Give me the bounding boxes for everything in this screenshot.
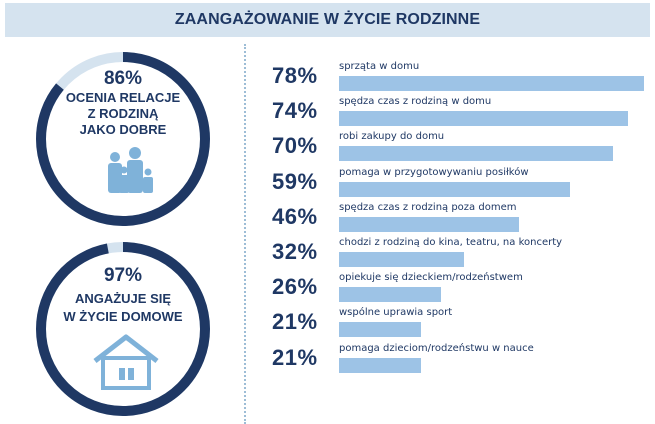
house-icon (93, 334, 159, 390)
stat-label-line: W ŻYCIE DOMOWE (63, 309, 183, 324)
bar (339, 181, 570, 197)
stat-household: 97% ANGAŻUJE SIĘ W ŻYCIE DOMOWE (53, 265, 193, 325)
stat-label-line: ANGAŻUJE SIĘ (74, 291, 172, 306)
section-divider (244, 44, 246, 424)
stat-percent: 86% (103, 68, 143, 89)
bar-row: 32% chodzi z rodziną do kina, teatru, na … (272, 237, 652, 271)
stat-label-line: Z RODZINĄ (87, 106, 159, 121)
bar (339, 322, 422, 338)
bar-category-label: wspólne uprawia sport (339, 307, 453, 319)
stat-label-line: OCENIA RELACJE (65, 90, 181, 105)
bar-value-label: 32% (272, 239, 318, 264)
bar-value-label: 70% (272, 133, 318, 159)
bar-row: 46% spędza czas z rodziną poza domem (272, 202, 652, 236)
bar-row: 21% pomaga dzieciom/rodzeństwu w nauce (272, 343, 652, 377)
ring-arc-household (36, 242, 210, 416)
title-banner: ZAANGAŻOWANIE W ŻYCIE RODZINNE (5, 3, 650, 37)
bar (339, 357, 422, 373)
bar-category-label: pomaga w przygotowywaniu posiłków (339, 166, 529, 178)
family-icon (108, 147, 153, 193)
bar-row: 78% sprząta w domu (272, 61, 652, 95)
bar (339, 252, 465, 267)
bar-category-label: sprząta w domu (339, 61, 420, 72)
stat-label-line: JAKO DOBRE (79, 122, 167, 137)
bar-category-label: pomaga dzieciom/rodzeństwu w nauce (339, 342, 534, 354)
stat-percent: 97% (103, 265, 143, 286)
bar-value-label: 74% (272, 98, 318, 124)
bar (339, 216, 519, 232)
bar-row: 70% robi zakupy do domu (272, 131, 652, 165)
bar (339, 146, 613, 162)
bar-row: 74% spędza czas z rodziną w domu (272, 96, 652, 130)
ring-arc-relations (36, 52, 210, 226)
bar (339, 287, 441, 303)
bar-category-label: spędza czas z rodziną poza domem (339, 201, 517, 213)
bar-category-label: robi zakupy do domu (339, 131, 445, 143)
bar-row: 21% wspólne uprawia sport (272, 307, 652, 341)
bar-value-label: 78% (272, 63, 318, 88)
bar-value-label: 46% (272, 203, 318, 229)
bar (339, 76, 644, 91)
bar-category-label: spędza czas z rodziną w domu (339, 96, 492, 108)
page-title: ZAANGAŻOWANIE W ŻYCIE RODZINNE (174, 11, 481, 28)
bar-value-label: 26% (272, 274, 318, 300)
bar-row: 59% pomaga w przygotowywaniu posiłków (272, 167, 652, 201)
bar-row: 26% opiekuje się dzieckiem/rodzeństwem (272, 272, 652, 306)
stat-relations: 86% OCENIA RELACJE Z RODZINĄ JAKO DOBRE (53, 68, 193, 138)
bar-category-label: opiekuje się dzieckiem/rodzeństwem (339, 272, 523, 284)
bar-value-label: 21% (272, 309, 318, 335)
bar (339, 111, 629, 127)
stats-rings (36, 52, 210, 416)
bar-value-label: 59% (272, 168, 318, 194)
bar-value-label: 21% (272, 344, 318, 370)
bar-category-label: chodzi z rodziną do kina, teatru, na kon… (339, 237, 563, 248)
